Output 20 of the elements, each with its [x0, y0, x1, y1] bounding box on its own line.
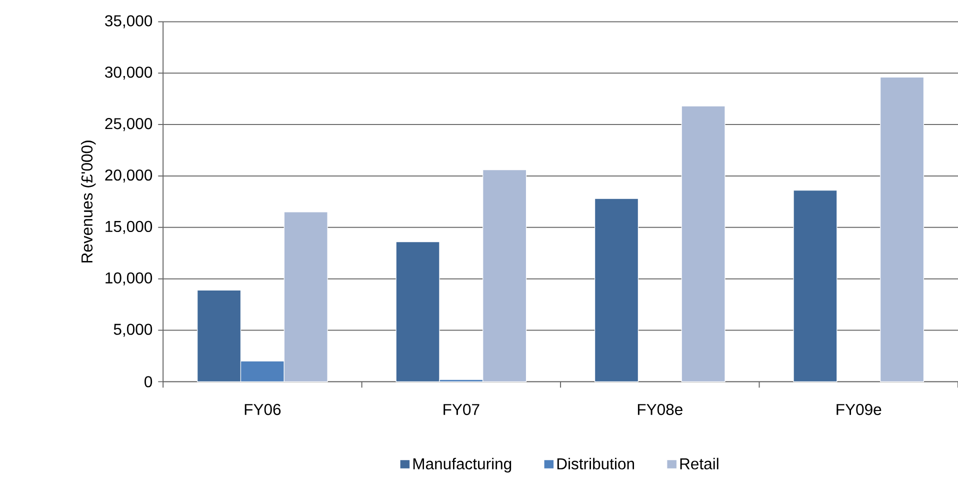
y-tick-label: 15,000 — [106, 220, 152, 234]
x-tick-label: FY08e — [638, 404, 682, 415]
y-tick-label: 0 — [144, 376, 152, 388]
bar — [594, 198, 638, 382]
y-tick-label: 5,000 — [114, 324, 152, 337]
y-tick-label: 10,000 — [106, 272, 152, 286]
y-tick-label: 20,000 — [105, 169, 152, 182]
x-tick-label: FY07 — [444, 404, 480, 415]
y-tick-label: 30,000 — [105, 66, 152, 80]
y-axis-title: Revenues (£'000) — [80, 140, 96, 262]
x-tick-label: FY06 — [244, 404, 281, 415]
bar — [880, 76, 924, 382]
y-tick-label: 35,000 — [105, 15, 152, 28]
bar — [681, 106, 726, 382]
legend-label: Retail — [680, 458, 718, 470]
bar — [793, 190, 838, 382]
y-tick-label: 25,000 — [105, 118, 152, 131]
legend-label: Manufacturing — [413, 458, 512, 472]
x-tick-label: FY09e — [836, 404, 882, 415]
legend-label: Distribution — [557, 458, 634, 470]
